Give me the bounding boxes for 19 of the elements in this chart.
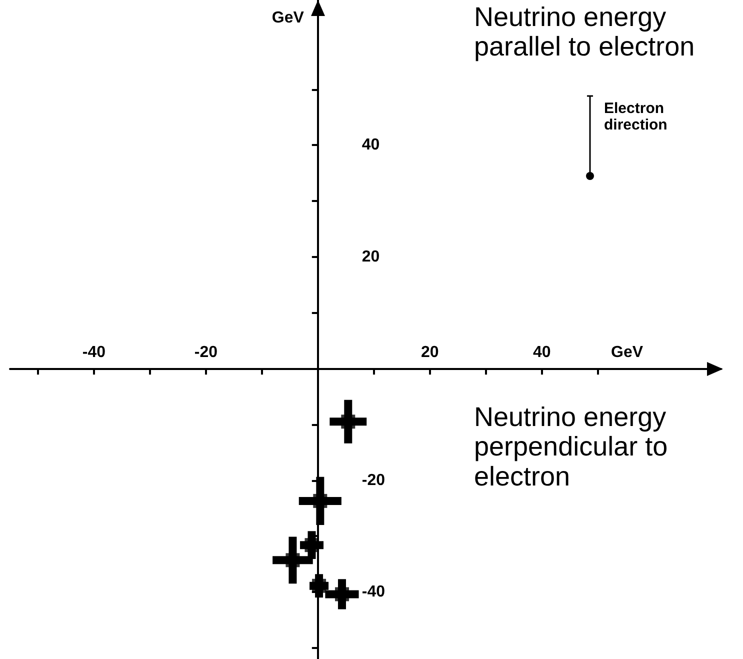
y-tick-label: 40 (362, 136, 380, 154)
y-tick-label: -20 (362, 472, 386, 489)
y-tick-label: 20 (362, 248, 380, 266)
x-tick-label: -20 (194, 344, 218, 362)
point (286, 553, 300, 568)
point (304, 538, 319, 552)
annotation: Neutrino energy parallel to electron (474, 2, 695, 62)
point (313, 494, 328, 508)
point (341, 414, 356, 429)
x-axis-title: GeV (611, 344, 644, 362)
x-tick-label: 40 (532, 344, 551, 362)
y-tick-label: -40 (362, 583, 386, 600)
x-tick-label: 20 (420, 344, 439, 362)
annotation: Electron direction (604, 100, 668, 134)
x-tick-label: -40 (82, 344, 106, 362)
point (334, 587, 349, 602)
annotation: Neutrino energy perpendicular to electron (474, 402, 668, 492)
y-axis-title: GeV (272, 10, 304, 26)
point (312, 578, 326, 593)
